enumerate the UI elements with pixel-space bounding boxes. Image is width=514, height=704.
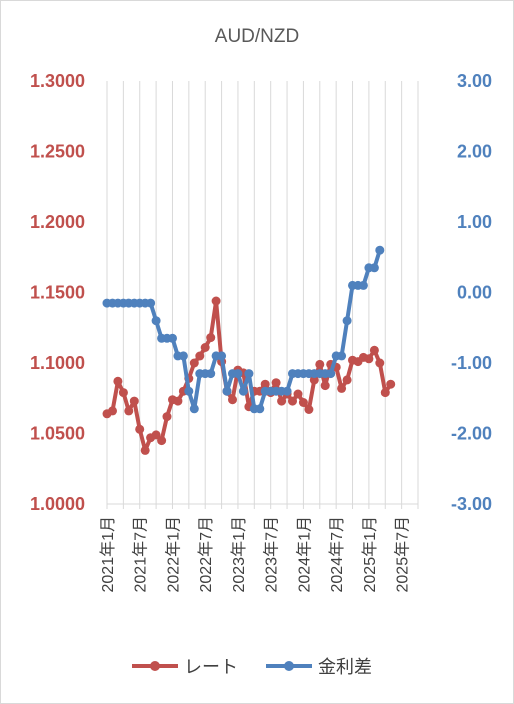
x-tick-label: 2021年1月 bbox=[99, 516, 117, 593]
data-point bbox=[129, 396, 139, 406]
data-point bbox=[189, 358, 199, 368]
x-tick-label: 2023年7月 bbox=[263, 516, 281, 593]
data-point bbox=[151, 430, 161, 440]
series-spread bbox=[102, 245, 385, 414]
legend-label: レート bbox=[184, 657, 238, 677]
data-point bbox=[244, 369, 254, 379]
y-left-tick-label: 1.3000 bbox=[30, 71, 85, 91]
data-point bbox=[217, 351, 227, 361]
y-right-tick-label: -2.00 bbox=[451, 424, 492, 444]
data-point bbox=[189, 404, 199, 414]
data-point bbox=[238, 386, 248, 396]
data-point bbox=[162, 412, 172, 422]
y-right-tick-label: 2.00 bbox=[457, 142, 492, 162]
data-point bbox=[211, 296, 221, 306]
x-tick-label: 2022年7月 bbox=[197, 516, 215, 593]
y-left-tick-label: 1.1000 bbox=[30, 353, 85, 373]
data-point bbox=[326, 369, 336, 379]
y-left-tick-label: 1.1500 bbox=[30, 283, 85, 303]
y-left-ticks: 1.0000 1.0500 1.1000 1.1500 1.2000 1.2500 1.30… bbox=[30, 71, 85, 514]
data-point bbox=[124, 406, 134, 416]
data-point bbox=[260, 379, 270, 389]
data-point bbox=[386, 379, 396, 389]
data-point bbox=[342, 316, 352, 326]
data-point bbox=[146, 298, 156, 308]
y-left-tick-label: 1.0500 bbox=[30, 424, 85, 444]
y-right-tick-label: -1.00 bbox=[451, 353, 492, 373]
axes bbox=[106, 81, 419, 509]
data-point bbox=[369, 345, 379, 355]
x-ticks: 2021年1月 2021年7月 2022年1月 2022年7月 2023年1月 2023年… bbox=[99, 516, 412, 593]
y-right-tick-label: 0.00 bbox=[457, 283, 492, 303]
y-left-tick-label: 1.2500 bbox=[30, 142, 85, 162]
data-point bbox=[315, 359, 325, 369]
data-point bbox=[369, 263, 379, 273]
y-right-ticks: -3.00 -2.00 -1.00 0.00 1.00 2.00 3.00 bbox=[451, 71, 492, 514]
y-right-tick-label: -3.00 bbox=[451, 494, 492, 514]
data-point bbox=[140, 445, 150, 455]
data-point bbox=[304, 405, 314, 414]
x-tick-label: 2024年7月 bbox=[328, 516, 346, 593]
legend-marker bbox=[150, 661, 160, 671]
data-point bbox=[200, 343, 210, 352]
data-point bbox=[271, 378, 281, 388]
data-point bbox=[309, 375, 319, 385]
data-point bbox=[157, 436, 167, 446]
data-point bbox=[233, 369, 243, 379]
data-point bbox=[277, 396, 287, 406]
data-point bbox=[375, 245, 385, 255]
data-point bbox=[222, 386, 232, 396]
data-point bbox=[288, 396, 297, 406]
data-point bbox=[282, 386, 292, 396]
data-point bbox=[364, 354, 374, 364]
data-point bbox=[108, 406, 117, 416]
data-point bbox=[293, 389, 303, 399]
series bbox=[102, 245, 396, 455]
data-point bbox=[337, 383, 347, 393]
data-point bbox=[380, 388, 390, 398]
data-point bbox=[195, 351, 205, 361]
data-point bbox=[358, 280, 368, 290]
grid bbox=[122, 81, 419, 504]
data-point bbox=[173, 396, 183, 406]
data-point bbox=[206, 369, 216, 379]
data-point bbox=[113, 376, 123, 386]
data-point bbox=[118, 388, 128, 398]
data-point bbox=[135, 424, 145, 434]
legend: レート 金利差 bbox=[132, 657, 372, 677]
legend-label: 金利差 bbox=[318, 657, 372, 677]
data-point bbox=[178, 351, 188, 361]
data-point bbox=[337, 351, 347, 361]
data-point bbox=[228, 395, 237, 405]
x-tick-label: 2025年7月 bbox=[394, 516, 412, 593]
data-point bbox=[342, 375, 352, 385]
data-point bbox=[168, 333, 177, 343]
x-tick-label: 2025年1月 bbox=[361, 516, 379, 593]
y-right-tick-label: 3.00 bbox=[457, 71, 492, 91]
data-point bbox=[375, 358, 385, 368]
data-point bbox=[320, 381, 330, 391]
data-point bbox=[255, 404, 265, 414]
data-point bbox=[298, 398, 308, 407]
data-point bbox=[151, 316, 161, 326]
x-tick-label: 2024年1月 bbox=[295, 516, 313, 593]
y-left-tick-label: 1.0000 bbox=[30, 494, 85, 514]
x-tick-label: 2021年7月 bbox=[132, 516, 150, 593]
y-left-tick-label: 1.2000 bbox=[30, 212, 85, 232]
data-point bbox=[184, 386, 194, 396]
x-tick-label: 2023年1月 bbox=[230, 516, 248, 593]
y-right-tick-label: 1.00 bbox=[457, 212, 492, 232]
legend-marker bbox=[284, 661, 294, 671]
x-tick-label: 2022年1月 bbox=[164, 516, 182, 593]
chart-title: AUD/NZD bbox=[215, 26, 299, 47]
data-point bbox=[206, 333, 216, 343]
